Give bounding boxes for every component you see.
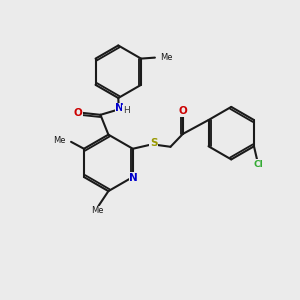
Text: Me: Me <box>160 53 173 62</box>
Text: Me: Me <box>91 206 104 215</box>
Text: O: O <box>73 108 82 118</box>
Text: Cl: Cl <box>253 160 263 169</box>
Text: N: N <box>116 103 124 113</box>
Text: S: S <box>150 138 158 148</box>
Text: Me: Me <box>54 136 66 145</box>
Text: H: H <box>123 106 130 115</box>
Text: N: N <box>130 173 138 183</box>
Text: O: O <box>178 106 187 116</box>
